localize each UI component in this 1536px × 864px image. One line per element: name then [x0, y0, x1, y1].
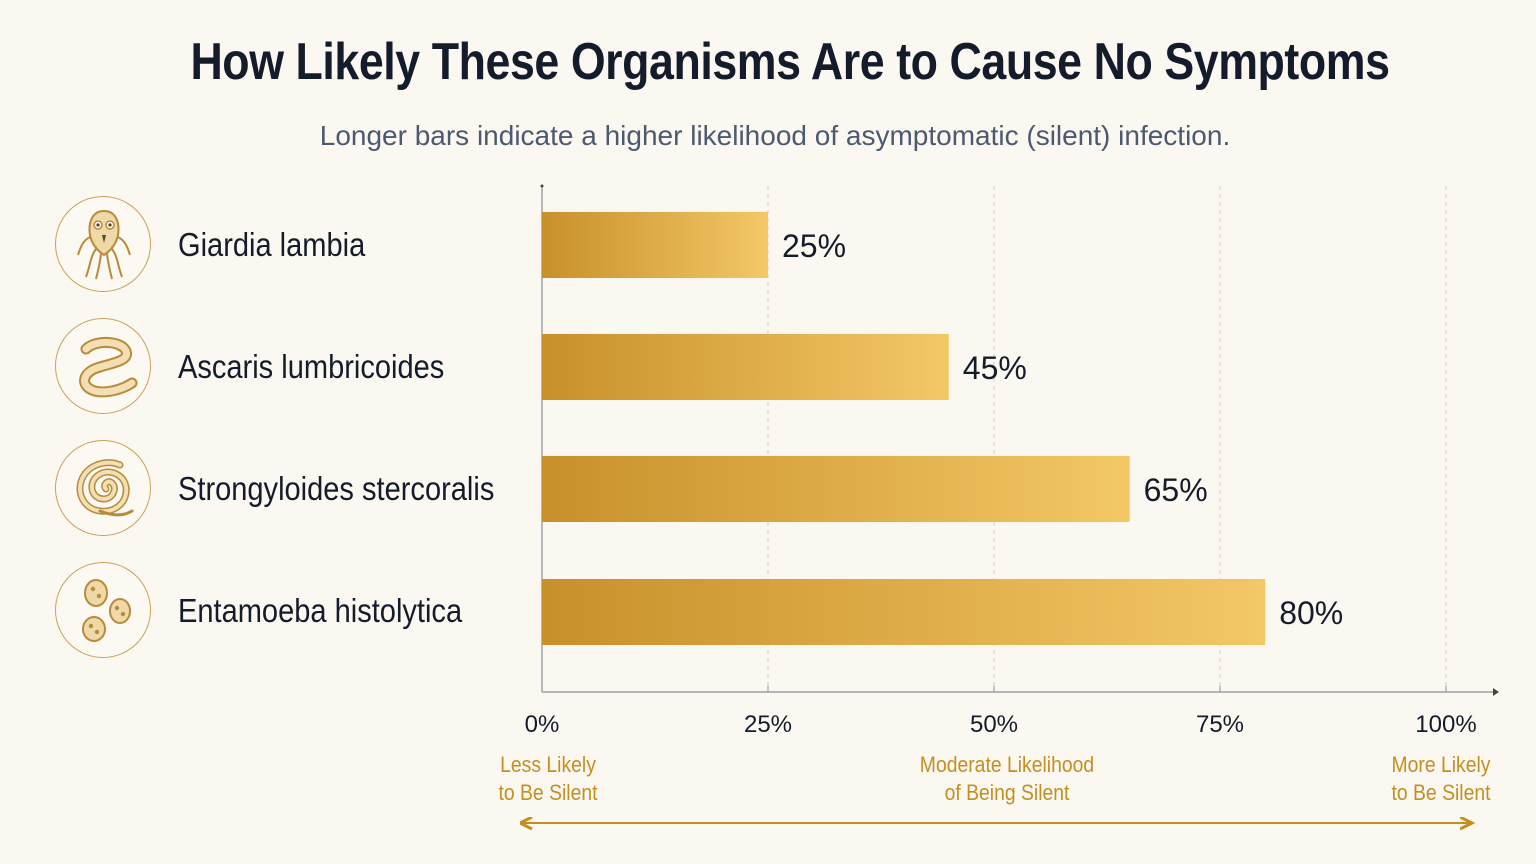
x-tick-label: 50% — [970, 711, 1018, 738]
row-label-ascaris: Ascaris lumbricoides — [178, 348, 445, 385]
scale-note-more-line2: to Be Silent — [1391, 780, 1491, 805]
y-axis-top-dot — [540, 184, 544, 188]
scale-note-less-likely: Less Likely to Be Silent — [478, 751, 619, 807]
scale-note-moderate-line1: Moderate Likelihood — [919, 752, 1095, 777]
row-label-strongyloides: Strongyloides stercoralis — [178, 470, 495, 507]
row-label-entamoeba: Entamoeba histolytica — [178, 592, 463, 629]
roundworm-icon — [55, 318, 151, 414]
x-tick-label: 75% — [1196, 711, 1244, 738]
bar-value-label: 45% — [963, 350, 1027, 386]
bar — [542, 334, 949, 400]
row-label-giardia: Giardia lambia — [178, 226, 366, 263]
scale-note-moderate-line2: of Being Silent — [944, 780, 1070, 805]
x-tick-label: 0% — [525, 711, 560, 738]
bar-value-label: 65% — [1144, 472, 1208, 508]
scale-note-less-line2: to Be Silent — [498, 780, 598, 805]
x-tick-label: 25% — [744, 711, 792, 738]
x-axis-arrowhead — [1493, 688, 1499, 696]
coiled-worm-icon — [55, 440, 151, 536]
bar — [542, 456, 1130, 522]
scale-note-more-likely: More Likely to Be Silent — [1371, 751, 1512, 807]
bar-value-label: 80% — [1279, 595, 1343, 631]
cysts-icon — [55, 562, 151, 658]
giardia-icon — [55, 196, 151, 292]
chart-title: How Likely These Organisms Are to Cause … — [190, 33, 1390, 91]
bar — [542, 579, 1266, 645]
x-tick-label: 100% — [1415, 711, 1476, 738]
bar-value-label: 25% — [782, 228, 846, 264]
scale-note-less-line1: Less Likely — [500, 752, 596, 777]
bar — [542, 212, 768, 278]
chart-subtitle: Longer bars indicate a higher likelihood… — [319, 120, 1231, 151]
scale-note-moderate: Moderate Likelihood of Being Silent — [909, 751, 1104, 807]
scale-note-more-line1: More Likely — [1391, 752, 1491, 777]
